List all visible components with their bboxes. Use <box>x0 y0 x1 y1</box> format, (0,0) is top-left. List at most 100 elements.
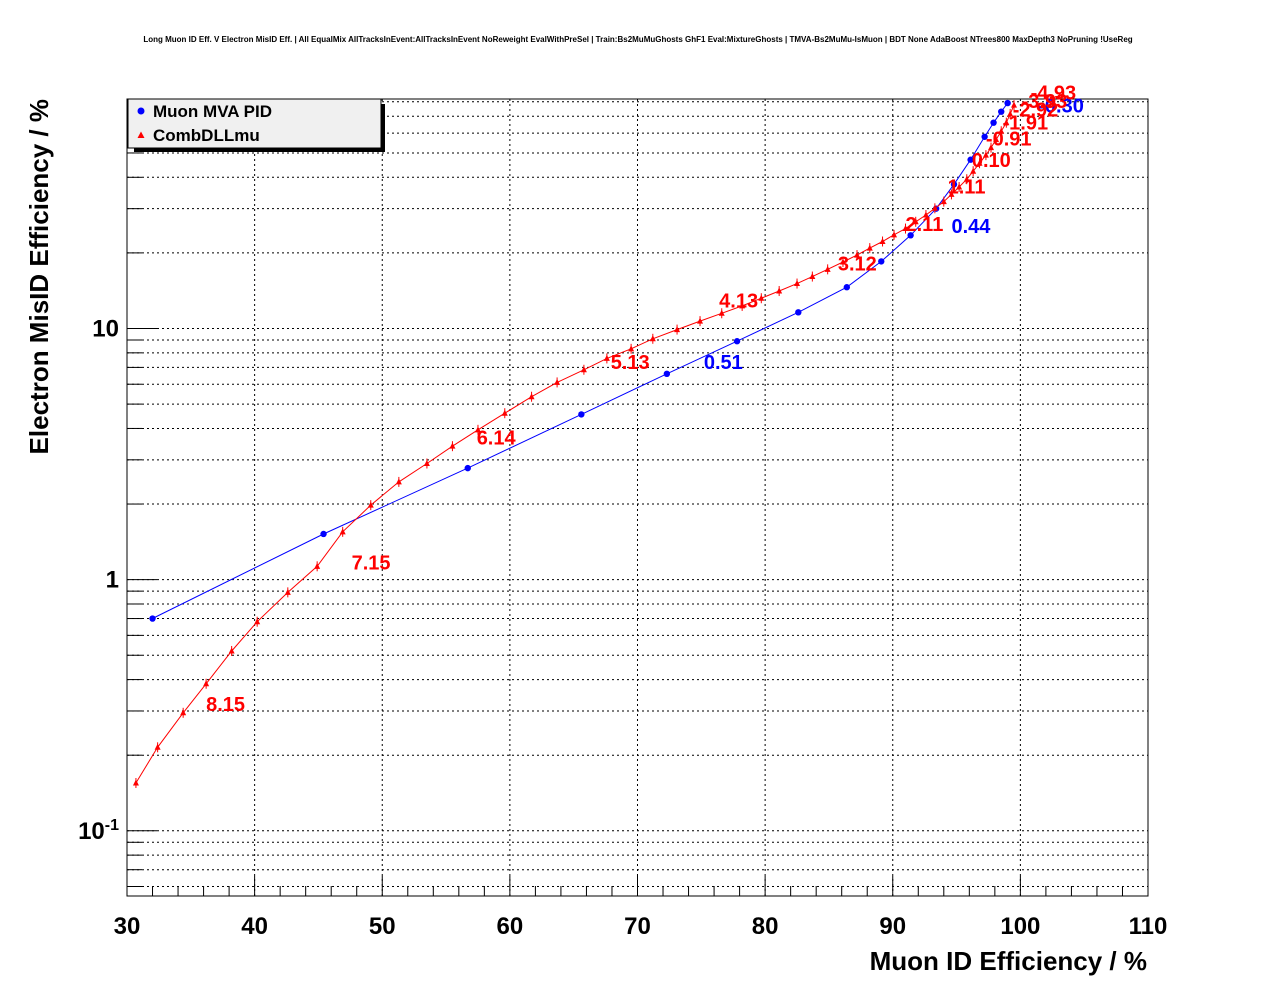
series-line-1 <box>135 104 1015 784</box>
data-point <box>284 588 291 595</box>
data-point <box>839 258 846 265</box>
data-point <box>603 354 610 361</box>
data-point <box>449 442 456 449</box>
data-point <box>501 409 508 416</box>
cut-value-label: -3.93 <box>1022 91 1068 113</box>
series-layer <box>132 99 1017 788</box>
series-line-0 <box>152 102 1009 619</box>
data-point <box>203 680 210 687</box>
data-point <box>1007 110 1014 117</box>
data-point <box>739 302 746 309</box>
data-point <box>154 743 161 750</box>
cut-value-label: 1.11 <box>948 176 986 198</box>
cut-labels: 0.51 0.44 -0.30 8.15 7.15 6.14 5.13 4.13 3.12 2.1… <box>206 83 1084 716</box>
cut-value-label: -1.91 <box>1003 112 1049 134</box>
x-tick-label: 80 <box>752 913 779 940</box>
x-axis-label: Muon ID Efficiency / % <box>870 946 1147 976</box>
data-point <box>758 294 765 301</box>
cut-value-label: -0.91 <box>986 129 1032 151</box>
data-point <box>912 218 919 225</box>
x-tick-label: 100 <box>1000 913 1040 940</box>
cut-value-label: 0.44 <box>951 216 991 238</box>
data-point <box>922 211 929 218</box>
x-tick-label: 40 <box>241 913 268 940</box>
data-point <box>998 127 1005 134</box>
x-tick-label: 90 <box>879 913 906 940</box>
data-point <box>474 426 481 433</box>
data-point <box>663 370 671 378</box>
data-point <box>649 335 656 342</box>
cut-value-label: 7.15 <box>352 552 391 574</box>
data-point <box>733 338 741 345</box>
data-point <box>970 167 977 174</box>
data-point <box>1004 99 1011 107</box>
data-point <box>228 647 235 654</box>
plot-frame <box>126 98 1149 897</box>
data-point <box>809 273 816 280</box>
data-point <box>776 287 783 294</box>
legend-label-combdllmu: CombDLLmu <box>153 126 260 145</box>
data-point <box>554 378 561 385</box>
data-point <box>948 190 955 197</box>
data-point <box>843 284 851 291</box>
y-tick-label: 10 <box>92 316 119 343</box>
data-point <box>794 280 801 287</box>
data-point <box>314 562 321 569</box>
y-tick-label: 1 <box>106 567 119 594</box>
data-point <box>254 618 261 625</box>
data-point <box>902 225 909 232</box>
data-point <box>395 478 402 485</box>
cut-value-label: 0.10 <box>972 150 1011 172</box>
x-tick-label: 70 <box>624 913 651 940</box>
data-point <box>879 238 886 245</box>
chart-title: Long Muon ID Eff. V Electron MisID Eff. … <box>143 35 1132 44</box>
data-point <box>866 244 873 251</box>
data-point <box>940 198 947 205</box>
cut-value-label: -0.30 <box>1038 95 1084 117</box>
data-point <box>674 326 681 333</box>
legend-marker-combdllmu <box>137 131 145 138</box>
data-point <box>578 411 585 418</box>
x-tick-label: 60 <box>497 913 524 940</box>
data-point <box>950 181 958 188</box>
data-point <box>528 393 535 400</box>
data-point <box>956 183 963 190</box>
cut-value-label: 4.13 <box>719 291 758 313</box>
cut-value-label: 3.12 <box>838 254 877 276</box>
cut-value-label: 0.51 <box>704 352 743 374</box>
data-point <box>990 119 997 126</box>
data-point <box>149 615 156 622</box>
cut-value-label: -2.92 <box>1013 99 1059 121</box>
data-point <box>367 501 374 508</box>
data-point <box>824 265 831 272</box>
y-axis-label: Electron MisID Efficiency / % <box>24 99 54 454</box>
data-point <box>320 530 327 538</box>
data-point <box>718 309 725 316</box>
x-tick-label: 30 <box>114 913 141 940</box>
y-tick-label: 10-1 <box>78 817 119 845</box>
data-point <box>891 231 898 238</box>
cut-value-label: 6.14 <box>477 428 517 450</box>
data-point <box>907 232 914 239</box>
data-point <box>464 464 471 472</box>
cut-value-label: 8.15 <box>206 694 245 716</box>
data-point <box>180 709 187 716</box>
data-point <box>132 779 139 786</box>
data-point <box>423 460 430 467</box>
data-point <box>795 309 802 316</box>
legend-box <box>127 98 382 149</box>
data-point <box>988 144 995 151</box>
data-point <box>963 175 970 182</box>
cut-value-label: -4.93 <box>1031 83 1077 105</box>
x-tick-label: 110 <box>1129 913 1168 940</box>
data-point <box>976 159 983 166</box>
data-point <box>981 133 988 140</box>
x-tick-label: 50 <box>369 913 396 940</box>
data-point <box>854 251 861 258</box>
cut-value-label: 5.13 <box>611 352 650 374</box>
data-point <box>967 156 974 163</box>
legend-label-muon-mva: Muon MVA PID <box>153 102 272 121</box>
grid <box>126 99 1149 896</box>
